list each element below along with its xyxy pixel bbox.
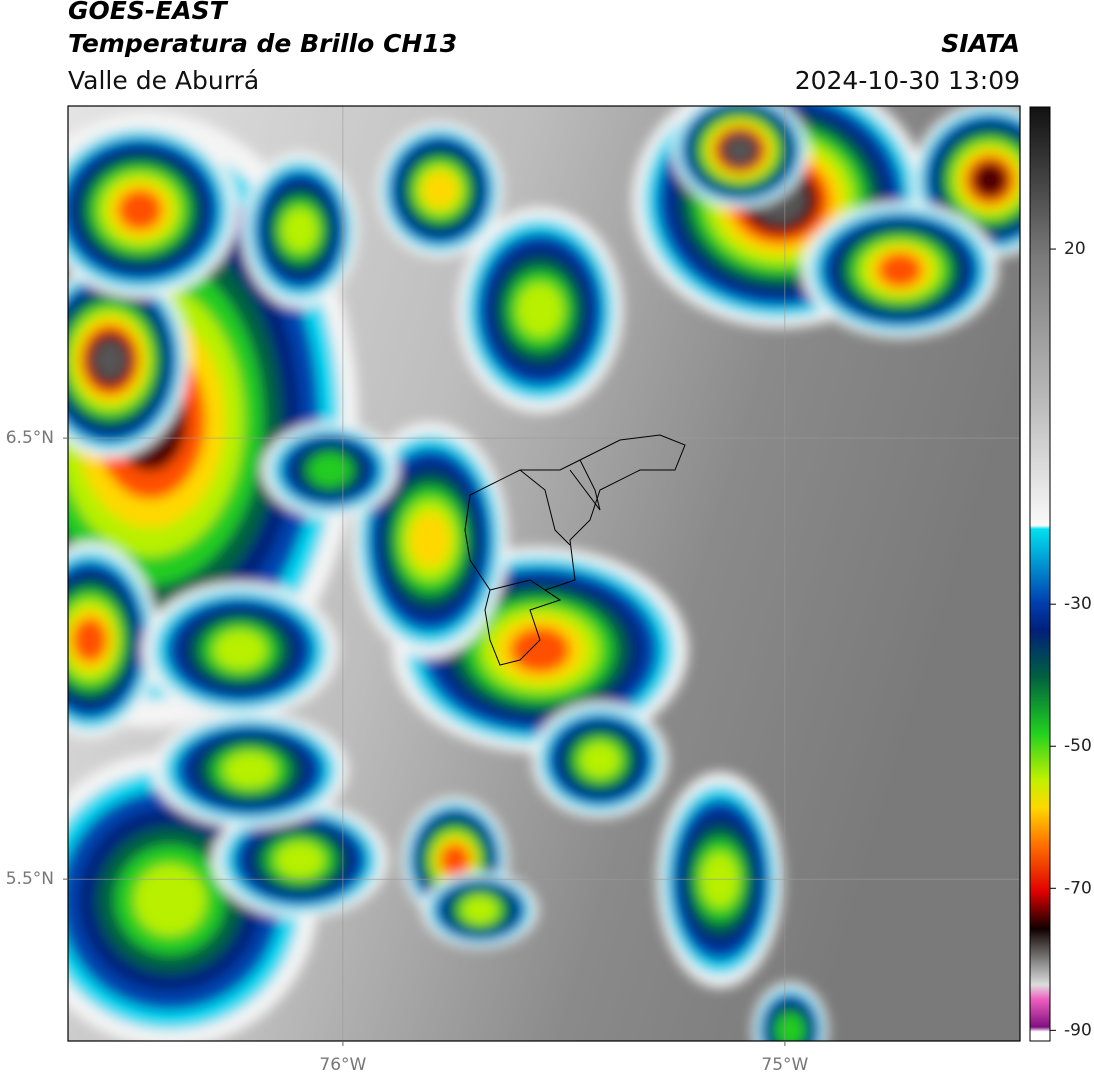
cloud-level [724,135,756,165]
colorbar-tick-label: -90 [1064,1020,1092,1040]
cloud-level [439,843,471,877]
colorbar-tick-label: -30 [1064,594,1092,614]
valley-boundary [464,434,686,666]
cloud-level [422,171,458,209]
colorbar-tick-label: -50 [1064,736,1092,756]
cloud-level [134,864,206,936]
datetime: 2024-10-30 13:09 [795,66,1020,95]
cloud-level [308,452,352,488]
municipal-line [519,469,571,546]
region: Valle de Aburrá [68,66,259,95]
cloud-level [409,512,451,568]
map-frame [67,105,1021,1042]
source: SIATA [941,29,1020,58]
x-tick-label: 76°W [319,1055,366,1075]
cloud-level [517,283,563,337]
cloud-level [117,189,163,231]
cloud-level [282,208,318,252]
grid [68,106,1020,1041]
cloud-level [877,252,923,288]
cloud-level [580,742,620,778]
x-tick-label: 75°W [761,1055,808,1075]
cloud-level [214,630,266,670]
colorbar-tick-label: 20 [1064,239,1086,259]
colorbar [1029,106,1051,1042]
cloud-level [276,842,324,878]
municipal-line [489,579,561,601]
cloud-level [92,340,128,380]
y-tick-label: 6.5°N [6,428,54,448]
cloud-level [462,896,498,924]
cloud-level [72,617,108,663]
cloud-fields [68,106,1020,1041]
cloud-level [972,162,1008,198]
y-tick-label: 5.5°N [6,869,54,889]
ticks: 76°W 75°W 6.5°N 5.5°N 20 -30 -50 -70 -90 [6,239,1092,1075]
cloud-level [701,852,739,908]
cloud-level [775,1012,805,1041]
map-image [68,106,1020,1041]
title: GOES-EAST [68,0,229,25]
colorbar-tick-label: -70 [1064,878,1092,898]
cloud-level [224,752,276,788]
municipal-line [569,459,601,511]
cloud-level [509,627,571,673]
subtitle: Temperatura de Brillo CH13 [68,29,457,58]
